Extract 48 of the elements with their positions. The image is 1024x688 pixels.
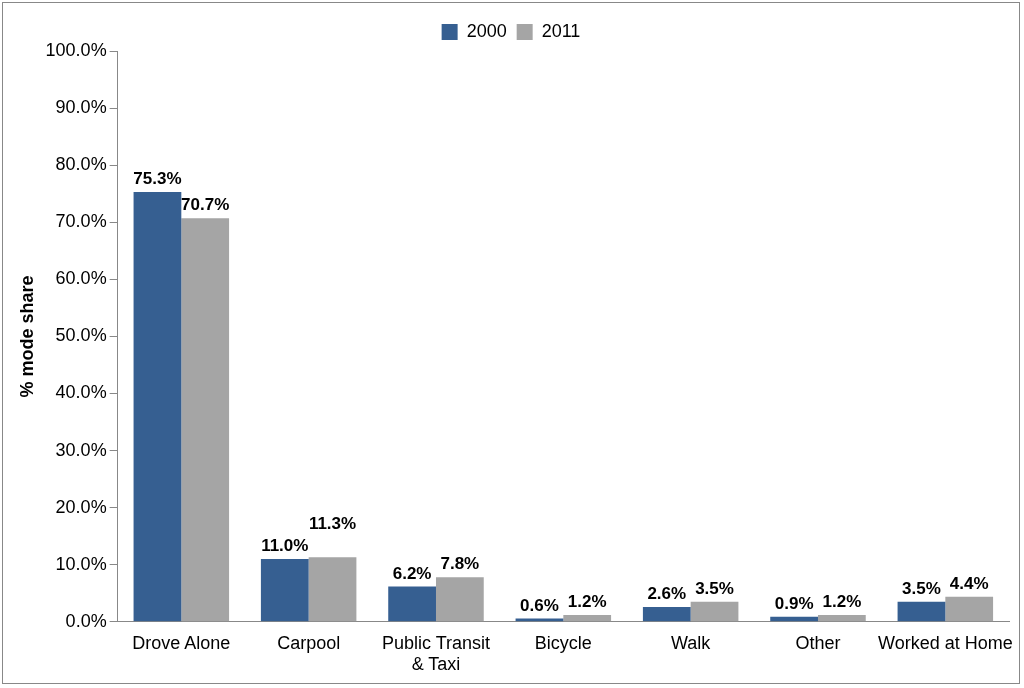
y-tick-label: 50.0%	[55, 325, 107, 346]
bar	[897, 601, 946, 622]
bar	[515, 618, 564, 622]
x-tick-label: Walk	[670, 632, 712, 653]
bar	[642, 606, 691, 622]
y-tick-label: 70.0%	[55, 211, 107, 232]
bar	[435, 577, 484, 622]
bar	[690, 601, 739, 622]
bar	[388, 586, 436, 622]
bar	[260, 559, 309, 622]
data-label: 11.0%	[261, 536, 309, 556]
x-tick-label: Bicycle	[534, 632, 592, 653]
y-tick-label: 30.0%	[55, 439, 107, 460]
bar	[818, 614, 866, 622]
data-label: 4.4%	[949, 573, 989, 593]
y-axis-title: % mode share	[16, 275, 37, 398]
data-label: 1.2%	[822, 592, 862, 612]
y-tick-label: 0.0%	[65, 610, 107, 631]
x-tick-label: Public Transit & Taxi	[381, 632, 491, 675]
data-label: 11.3%	[308, 514, 357, 534]
y-tick-label: 100.0%	[45, 39, 107, 60]
data-label: 7.8%	[440, 554, 480, 574]
y-tick-label: 10.0%	[55, 553, 107, 574]
bar	[181, 218, 230, 622]
y-tick-label: 60.0%	[55, 268, 107, 289]
bar	[945, 596, 994, 622]
data-label: 6.2%	[392, 563, 432, 583]
bar	[133, 191, 182, 622]
x-tick-label: Carpool	[277, 632, 341, 653]
x-tick-label: Worked at Home	[877, 632, 1013, 653]
data-label: 0.6%	[520, 595, 559, 615]
data-label: 2.6%	[647, 584, 687, 604]
y-tick-label: 40.0%	[55, 382, 107, 403]
x-tick-label: Drove Alone	[132, 632, 231, 653]
data-label: 70.7%	[181, 195, 230, 215]
y-tick-label: 20.0%	[55, 496, 107, 517]
bar	[308, 557, 357, 622]
legend-label: 2011	[541, 20, 581, 41]
data-label: 3.5%	[695, 579, 734, 599]
x-tick-label: Other	[795, 632, 841, 653]
data-label: 3.5%	[902, 579, 941, 599]
data-label: 1.2%	[567, 592, 607, 612]
data-label: 75.3%	[133, 169, 182, 189]
bar	[563, 614, 612, 622]
data-label: 0.9%	[774, 593, 814, 613]
legend-label: 2000	[466, 20, 507, 41]
y-tick-label: 80.0%	[55, 154, 107, 175]
y-tick-label: 90.0%	[55, 97, 107, 118]
